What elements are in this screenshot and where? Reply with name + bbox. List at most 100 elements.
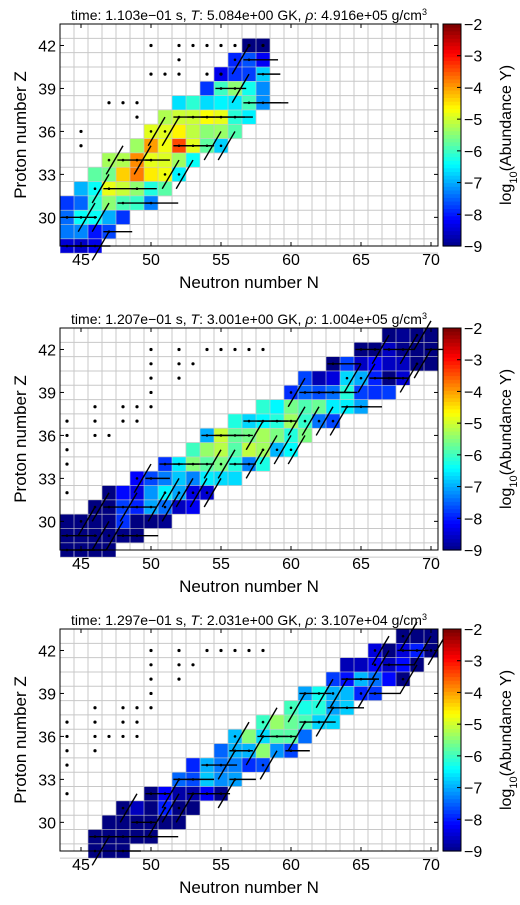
- y-axis-label: Proton number Z: [11, 71, 30, 199]
- colorbar-segment: [443, 843, 461, 848]
- abundance-cell: [242, 442, 256, 457]
- flux-node: [149, 835, 153, 838]
- x-tick-label: 55: [212, 252, 230, 269]
- colorbar-segment: [443, 487, 461, 492]
- stable-isotope-dot: [93, 734, 97, 739]
- flux-node: [149, 505, 153, 509]
- flux-node: [93, 187, 97, 191]
- colorbar-segment: [443, 402, 461, 407]
- stable-isotope-dot: [247, 648, 251, 653]
- y-tick-label: 33: [38, 167, 56, 184]
- flux-node: [331, 692, 335, 695]
- x-tick-label: 65: [352, 252, 370, 269]
- colorbar-segment: [443, 328, 461, 333]
- abundance-cell: [60, 514, 74, 529]
- x-axis-label: Neutron number N: [179, 273, 319, 292]
- grid-lines: [60, 24, 439, 254]
- stable-isotope-dot: [177, 362, 181, 366]
- x-tick-label: 70: [422, 252, 440, 269]
- colorbar-segment: [443, 706, 461, 711]
- stable-isotope-dot: [65, 792, 69, 796]
- stable-isotope-dot: [93, 433, 97, 438]
- flux-line-diagonal: [133, 463, 152, 494]
- colorbar-segment: [443, 524, 461, 529]
- flux-line-diagonal: [273, 435, 292, 465]
- stable-isotope-dot: [135, 115, 139, 119]
- chart-title-part: 3: [422, 7, 427, 17]
- colorbar-segment: [443, 190, 461, 195]
- flux-line-diagonal: [287, 435, 306, 465]
- colorbar-segment: [443, 227, 461, 232]
- stable-isotope-dot: [65, 749, 69, 753]
- y-tick-label: 36: [38, 124, 56, 141]
- stable-isotope-dot: [135, 706, 139, 710]
- colorbar-segment: [443, 791, 461, 797]
- flux-node: [219, 434, 223, 437]
- flux-line-diagonal: [77, 202, 96, 233]
- colorbar-segment: [443, 398, 461, 403]
- colorbar-label: log10(Abundance Y): [498, 65, 520, 205]
- flux-line-diagonal: [287, 693, 306, 723]
- colorbar-segment: [443, 209, 461, 214]
- colorbar-segment: [443, 743, 461, 748]
- colorbar-segment: [443, 31, 461, 36]
- flux-node: [233, 115, 237, 119]
- chart-title-part: : 2.031e+00 GK,: [199, 612, 305, 628]
- flux-node: [415, 362, 419, 366]
- colorbar-label-sub: 10: [508, 475, 520, 487]
- flux-line-diagonal: [119, 492, 138, 522]
- colorbar-tick-label: −8: [464, 812, 482, 829]
- colorbar-frame: [442, 327, 462, 551]
- colorbar-tick-label: −7: [464, 781, 482, 798]
- flux-node: [107, 187, 111, 191]
- flux-line-diagonal: [371, 635, 390, 666]
- y-tick-label: 30: [38, 815, 56, 832]
- flux-node: [289, 391, 293, 394]
- plot-frame: [59, 628, 439, 852]
- flux-line-diagonal: [189, 478, 208, 508]
- abundance-cell: [284, 715, 298, 729]
- colorbar-segment: [443, 183, 461, 188]
- x-axis-label: Neutron number N: [179, 577, 319, 596]
- colorbar-segment: [443, 168, 461, 173]
- flux-node: [359, 677, 363, 681]
- colorbar-segment: [443, 131, 461, 136]
- flux-node: [191, 115, 195, 119]
- colorbar-segment: [443, 758, 461, 763]
- abundance-cell: [74, 224, 88, 239]
- colorbar-segment: [443, 231, 461, 236]
- colorbar-segment: [443, 361, 461, 366]
- colorbar-segment: [443, 498, 461, 503]
- colorbar-segment: [443, 420, 461, 425]
- flux-line-diagonal: [413, 320, 432, 350]
- flux-line-diagonal: [161, 793, 180, 823]
- colorbar-label-main: log: [498, 184, 515, 205]
- flux-line-diagonal: [175, 159, 194, 190]
- flux-line-diagonal: [245, 420, 264, 451]
- colorbar-segment: [443, 120, 461, 125]
- stable-isotope-dot: [107, 433, 111, 438]
- chart-title-part: : 3.001e+00 GK,: [199, 311, 305, 327]
- colorbar-segment: [443, 101, 461, 106]
- stable-isotope-dot: [177, 376, 181, 380]
- colorbar-segment: [443, 446, 461, 451]
- stable-isotope-dot: [177, 648, 181, 653]
- colorbar-segment: [443, 651, 461, 656]
- flux-node: [191, 778, 195, 781]
- flux-node: [205, 115, 209, 119]
- abundance-cell: [158, 514, 172, 529]
- stable-isotope-dot: [65, 462, 69, 466]
- abundance-cell: [102, 210, 116, 225]
- flux-node: [401, 348, 405, 351]
- colorbar-segment: [443, 810, 461, 815]
- abundance-cell: [410, 342, 424, 357]
- flux-node: [247, 101, 251, 105]
- colorbar-segment: [443, 703, 461, 708]
- colorbar-segment: [443, 453, 461, 459]
- flux-node: [303, 419, 307, 423]
- abundance-cell: [396, 328, 410, 343]
- colorbar-segment: [443, 75, 461, 81]
- flux-line-diagonal: [315, 406, 334, 436]
- colorbar-segment: [443, 788, 461, 793]
- abundance-cell: [396, 356, 410, 371]
